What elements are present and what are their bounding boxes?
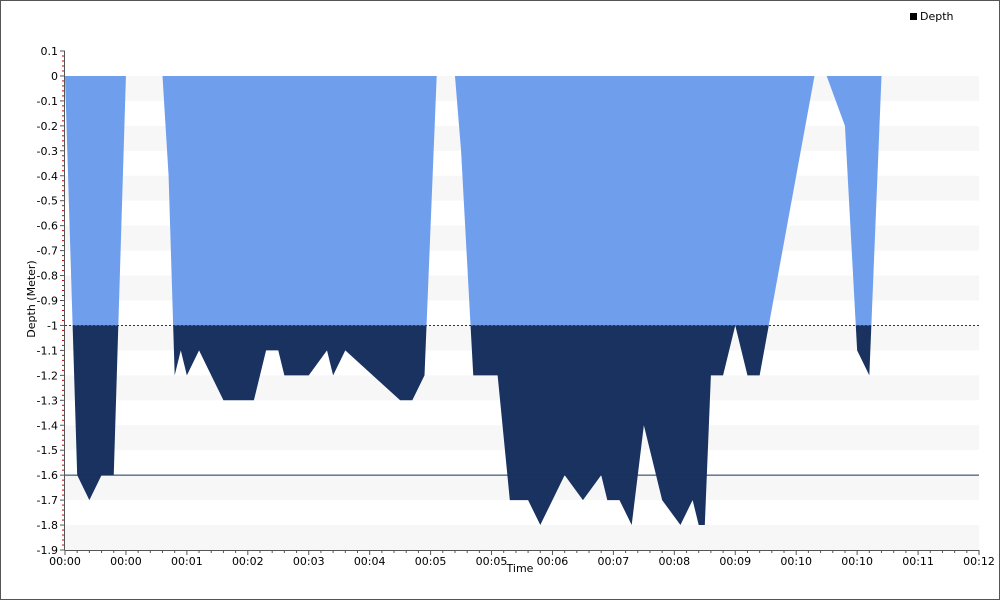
x-tick-label: 00:03	[293, 555, 325, 568]
legend: Depth	[910, 9, 954, 23]
x-tick-label: 00:10	[780, 555, 812, 568]
y-tick-label: -0.4	[37, 170, 58, 183]
x-tick-label: 00:11	[902, 555, 934, 568]
y-tick-label: -1.5	[37, 444, 58, 457]
y-axis-label: Depth (Meter)	[25, 260, 38, 337]
y-tick-label: -1	[47, 319, 58, 332]
y-tick-label: -0.1	[37, 95, 58, 108]
y-tick-label: 0	[51, 70, 58, 83]
x-tick-label: 00:01	[171, 555, 203, 568]
x-tick-label: 00:02	[232, 555, 264, 568]
y-tick-label: -0.7	[37, 245, 58, 258]
y-tick-label: -0.8	[37, 270, 58, 283]
y-tick-label: -0.5	[37, 195, 58, 208]
y-tick-label: -0.2	[37, 120, 58, 133]
y-tick-label: -1.2	[37, 369, 58, 382]
y-tick-label: -1.6	[37, 469, 58, 482]
x-tick-label: 00:04	[354, 555, 386, 568]
x-tick-label: 00:08	[658, 555, 690, 568]
y-tick-label: -1.3	[37, 394, 58, 407]
x-tick-label: 00:09	[719, 555, 751, 568]
y-tick-label: -0.6	[37, 220, 58, 233]
x-tick-label: 00:00	[110, 555, 142, 568]
x-tick-label: 00:00	[49, 555, 81, 568]
x-tick-label: 00:07	[598, 555, 630, 568]
y-tick-label: -1.4	[37, 419, 58, 432]
y-tick-label: 0.1	[41, 45, 59, 58]
y-tick-label: -1.7	[37, 494, 58, 507]
x-tick-label: 00:05	[415, 555, 447, 568]
y-tick-label: -1.8	[37, 519, 58, 532]
x-axis-label: Time	[506, 562, 534, 575]
legend-label: Depth	[920, 10, 954, 23]
grid-band	[65, 525, 979, 550]
x-tick-label: 00:10	[841, 555, 873, 568]
y-tick-label: -0.3	[37, 145, 58, 158]
y-tick-label: -0.9	[37, 295, 58, 308]
x-tick-label: 00:12	[963, 555, 995, 568]
x-tick-label: 00:05	[476, 555, 508, 568]
legend-swatch	[910, 13, 917, 20]
x-tick-label: 00:06	[537, 555, 569, 568]
y-axis-ticks: 0.1 0 -0.1 -0.2 -0.3 -0.4 -0.5 -0.6 -0.7 -0.8 -0.9…	[37, 45, 65, 557]
y-tick-label: -1.1	[37, 344, 58, 357]
